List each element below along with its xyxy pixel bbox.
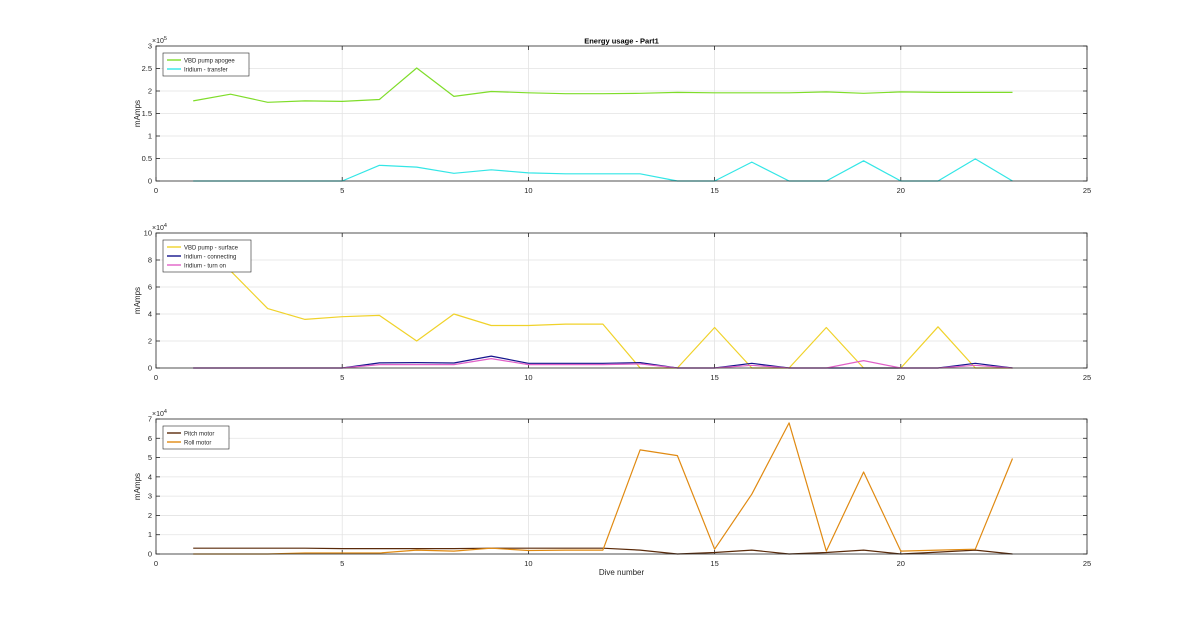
x-tick-label: 0 [154,559,158,568]
y-tick-label: 4 [148,472,152,481]
y-tick-label: 0 [148,177,152,186]
legend-entry: VBD pump - surface [184,245,239,251]
y-exponent-label: ×104 [152,409,167,418]
x-tick-label: 0 [154,186,158,195]
series-line-vbd-pump-apogee [193,67,1013,103]
y-tick-label: 10 [144,229,152,238]
x-tick-label: 20 [897,373,905,382]
chart-title: Energy usage - Part1 [584,37,659,46]
x-tick-label: 15 [710,186,718,195]
y-tick-label: 3 [148,492,152,501]
y-axis-label: mAmps [133,100,142,127]
series-line-pitch-motor [193,547,1013,555]
y-tick-label: 0.5 [142,154,152,163]
plot-area [156,419,1087,554]
y-tick-label: 0 [148,550,152,559]
y-tick-label: 1 [148,132,152,141]
y-tick-label: 2.5 [142,64,152,73]
y-tick-label: 5 [148,453,152,462]
legend-entry: Iridium - turn on [184,263,226,269]
y-tick-label: 3 [148,42,152,51]
x-axis-label: Dive number [599,568,645,577]
y-tick-label: 6 [148,283,152,292]
legend-entry: Iridium - transfer [184,67,228,73]
y-axis-label: mAmps [133,473,142,500]
axes-box [155,45,1088,182]
x-tick-label: 20 [897,559,905,568]
legend-entry: Roll motor [184,440,211,446]
y-exponent-base: ×10 [152,225,164,232]
y-tick-label: 2 [148,87,152,96]
y-tick-label: 2 [148,511,152,520]
y-tick-label: 7 [148,415,152,424]
y-axis-label: mAmps [133,287,142,314]
x-tick-label: 20 [897,186,905,195]
y-exponent-power: 4 [164,223,167,229]
legend-entry: Iridium - connecting [184,254,236,260]
axes-box [155,232,1088,369]
x-tick-label: 5 [340,186,344,195]
x-tick-label: 0 [154,373,158,382]
x-tick-label: 25 [1083,559,1091,568]
x-tick-label: 5 [340,373,344,382]
axes-box [155,418,1088,555]
x-tick-label: 15 [710,559,718,568]
legend-entry: VBD pump apogee [184,58,235,64]
y-tick-label: 1.5 [142,109,152,118]
series-line-roll-motor [193,422,1014,555]
legend: VBD pump - surface Iridium - connecting Ir… [162,239,252,273]
x-tick-label: 10 [524,186,532,195]
y-tick-label: 0 [148,364,152,373]
y-tick-label: 2 [148,337,152,346]
y-tick-label: 4 [148,310,152,319]
x-tick-label: 25 [1083,186,1091,195]
plot-area [156,233,1087,368]
legend-box [162,425,230,450]
legend: Pitch motor Roll motor [162,425,230,450]
y-exponent-label: ×105 [152,36,167,45]
x-tick-label: 25 [1083,373,1091,382]
x-tick-label: 10 [524,559,532,568]
x-tick-label: 5 [340,559,344,568]
y-exponent-base: ×10 [152,411,164,418]
x-tick-label: 15 [710,373,718,382]
y-exponent-power: 4 [164,409,167,415]
legend-box [162,52,250,77]
y-tick-label: 1 [148,530,152,539]
legend-entry: Pitch motor [184,431,214,437]
y-exponent-label: ×104 [152,223,167,232]
y-exponent-power: 5 [164,36,167,42]
y-tick-label: 8 [148,256,152,265]
x-tick-label: 10 [524,373,532,382]
y-tick-label: 6 [148,434,152,443]
y-exponent-base: ×10 [152,38,164,45]
legend: VBD pump apogee Iridium - transfer [162,52,250,77]
